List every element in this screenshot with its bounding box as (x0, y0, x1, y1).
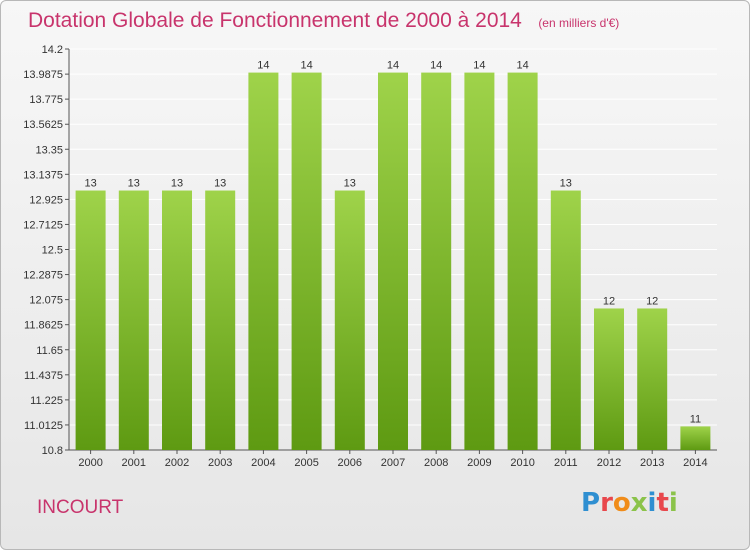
bar-2010[interactable] (507, 72, 538, 451)
y-tick-label: 13.775 (29, 94, 63, 106)
bar-2014[interactable] (680, 426, 711, 450)
x-tick-label-2007: 2007 (381, 457, 405, 469)
x-tick-label-2009: 2009 (467, 457, 491, 469)
bar-2000[interactable] (75, 190, 106, 450)
value-label-2002: 13 (171, 178, 183, 190)
y-tick-label: 12.925 (29, 194, 63, 206)
y-tick-label: 11.8625 (24, 320, 63, 332)
value-label-2014: 11 (690, 413, 701, 425)
value-label-2010: 14 (516, 60, 528, 72)
logo-letter: x (630, 488, 648, 518)
y-tick-label: 11.65 (36, 345, 63, 357)
value-label-2012: 12 (603, 295, 615, 307)
y-tick-label: 13.35 (35, 144, 63, 156)
logo-letter: o (612, 488, 631, 518)
y-tick-label: 12.7125 (23, 219, 63, 231)
bar-layer (75, 72, 711, 451)
x-tick-label-2004: 2004 (251, 457, 275, 469)
value-label-2000: 13 (84, 178, 96, 190)
bar-2003[interactable] (205, 190, 236, 450)
y-tick-label: 11.225 (30, 395, 63, 407)
y-tick-label: 12.2875 (23, 270, 63, 282)
proxiti-logo[interactable]: Proxiti (581, 488, 678, 518)
bar-2004[interactable] (248, 72, 279, 451)
value-label-2007: 14 (387, 60, 399, 72)
x-tick-label-2002: 2002 (165, 457, 189, 469)
logo-letter: t (656, 488, 669, 518)
logo-letter: r (600, 488, 613, 518)
bar-2013[interactable] (637, 308, 668, 450)
x-tick-label-2012: 2012 (597, 457, 621, 469)
bar-2008[interactable] (421, 72, 452, 451)
x-tick-label-2001: 2001 (122, 457, 146, 469)
x-tick-label-2013: 2013 (640, 457, 664, 469)
bar-2012[interactable] (594, 308, 624, 450)
bar-2005[interactable] (291, 72, 322, 451)
value-label-2005: 14 (300, 60, 312, 72)
y-tick-label: 11.0125 (24, 420, 63, 432)
y-tick-label: 13.9875 (23, 69, 63, 81)
y-tick-label: 11.4375 (24, 370, 63, 382)
value-label-2003: 13 (214, 178, 226, 190)
x-tick-label-2006: 2006 (338, 457, 362, 469)
y-tick-label: 14.2 (42, 44, 63, 56)
bar-2006[interactable] (334, 190, 365, 450)
x-tick-label-2008: 2008 (424, 457, 448, 469)
y-tick-label: 12.075 (29, 295, 63, 307)
bar-2009[interactable] (464, 72, 495, 451)
y-tick-label: 12.5 (42, 245, 63, 257)
axis-layer: 14.2 13.9875 13.775 13.5625 13.35 13.1375 12.9… (23, 44, 717, 457)
value-label-2001: 13 (128, 178, 140, 190)
commune-name: INCOURT (37, 497, 124, 518)
bar-2002[interactable] (162, 190, 192, 450)
title-row: Dotation Globale de Fonctionnement de 20… (28, 9, 619, 33)
x-tick-label-2003: 2003 (208, 457, 232, 469)
bar-2011[interactable] (550, 190, 581, 450)
logo-letter: i (668, 488, 678, 518)
value-label-2008: 14 (430, 60, 442, 72)
value-label-2013: 12 (646, 295, 658, 307)
label-layer: 13 2000 13 2001 13 2002 13 2003 14 2004 14 2005 13 20… (78, 60, 707, 469)
y-tick-label: 13.1375 (23, 169, 63, 181)
x-tick-label-2010: 2010 (510, 457, 534, 469)
logo-letter: i (647, 488, 657, 518)
value-label-2004: 14 (257, 60, 269, 72)
x-tick-label-2005: 2005 (294, 457, 318, 469)
value-label-2006: 13 (344, 178, 356, 190)
x-tick-label-2014: 2014 (683, 457, 707, 469)
chart-subtitle: (en milliers d'€) (538, 16, 620, 30)
value-label-2011: 13 (560, 178, 572, 190)
value-label-2009: 14 (473, 60, 485, 72)
bar-2007[interactable] (378, 72, 408, 451)
bar-2001[interactable] (118, 190, 149, 450)
chart-title: Dotation Globale de Fonctionnement de 20… (28, 9, 522, 32)
logo-letter: P (581, 488, 601, 518)
x-tick-label-2011: 2011 (554, 457, 578, 469)
x-tick-label-2000: 2000 (78, 457, 102, 469)
y-tick-label: 13.5625 (23, 119, 63, 131)
y-tick-label: 10.8 (42, 445, 63, 457)
